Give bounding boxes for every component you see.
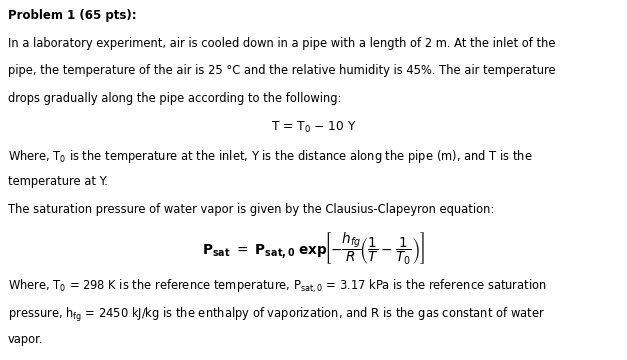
Text: In a laboratory experiment, air is cooled down in a pipe with a length of 2 m. A: In a laboratory experiment, air is coole… (8, 37, 555, 50)
Text: drops gradually along the pipe according to the following:: drops gradually along the pipe according… (8, 92, 341, 105)
Text: Where, T$_\mathregular{0}$ = 298 K is the reference temperature, P$_\mathregular: Where, T$_\mathregular{0}$ = 298 K is th… (8, 278, 546, 295)
Text: Where, T$_\mathregular{0}$ is the temperature at the inlet, Y is the distance al: Where, T$_\mathregular{0}$ is the temper… (8, 148, 532, 165)
Text: Problem 1 (65 pts):: Problem 1 (65 pts): (8, 9, 136, 22)
Text: temperature at Y.: temperature at Y. (8, 175, 107, 188)
Text: pipe, the temperature of the air is 25 °C and the relative humidity is 45%. The : pipe, the temperature of the air is 25 °… (8, 64, 555, 77)
Text: T = T$_\mathregular{0}$ $-$ 10 Y: T = T$_\mathregular{0}$ $-$ 10 Y (270, 120, 357, 135)
Text: $\mathbf{P}_{\mathbf{sat}}\ =\ \mathbf{P}_{\mathbf{sat,0}}\ \mathbf{exp}\!\left[: $\mathbf{P}_{\mathbf{sat}}\ =\ \mathbf{P… (202, 231, 425, 267)
Text: The saturation pressure of water vapor is given by the Clausius-Clapeyron equati: The saturation pressure of water vapor i… (8, 203, 494, 216)
Text: pressure, h$_\mathregular{fg}$ = 2450 kJ/kg is the enthalpy of vaporization, and: pressure, h$_\mathregular{fg}$ = 2450 kJ… (8, 306, 544, 324)
Text: vapor.: vapor. (8, 333, 43, 346)
